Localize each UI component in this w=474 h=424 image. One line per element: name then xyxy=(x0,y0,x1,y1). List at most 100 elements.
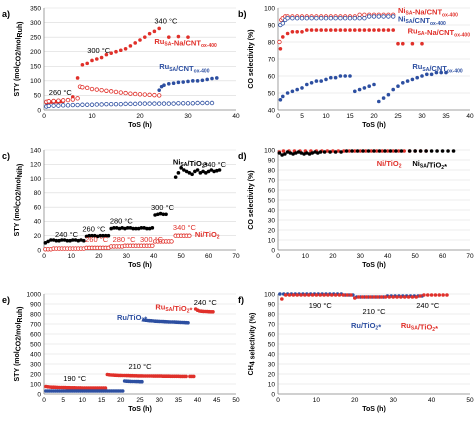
data-point xyxy=(95,234,100,239)
x-tick-label: 5 xyxy=(300,113,304,120)
data-point xyxy=(73,238,78,242)
x-tick-label: 20 xyxy=(370,113,378,120)
x-tick-label: 20 xyxy=(329,253,337,260)
data-point xyxy=(376,14,381,19)
data-point xyxy=(290,16,295,21)
data-point xyxy=(46,99,51,104)
data-point xyxy=(410,41,415,46)
series-label: NiSA/TiO2* xyxy=(412,159,447,171)
data-point xyxy=(139,226,144,230)
data-point xyxy=(425,293,430,297)
data-point xyxy=(184,169,189,174)
data-point xyxy=(108,89,114,94)
x-axis-label: ToS (h) xyxy=(362,122,386,129)
data-point xyxy=(114,226,119,230)
data-point xyxy=(152,101,157,106)
y-tick-label: 90 xyxy=(268,157,276,164)
x-tick-label: 35 xyxy=(175,397,183,404)
series-label: NiSA/CNTox-400 xyxy=(398,15,446,27)
data-point xyxy=(333,293,338,297)
data-point xyxy=(355,149,360,153)
data-point xyxy=(179,166,183,170)
y-tick-label: 100 xyxy=(264,147,275,154)
data-point xyxy=(324,77,328,82)
data-point xyxy=(125,226,130,230)
x-tick-label: 70 xyxy=(466,253,474,260)
data-point xyxy=(198,171,203,175)
data-point xyxy=(372,82,376,87)
data-point xyxy=(285,31,290,36)
data-point xyxy=(294,151,298,155)
data-point xyxy=(70,97,75,102)
y-axis-label: CO selectivity (%) xyxy=(248,29,255,88)
data-point xyxy=(49,238,53,242)
x-tick-label: 10 xyxy=(322,113,330,120)
panel-b: b) 40 50 60 70 80 90 100 0 5 10 15 20 25 30 35 40 ToS (h)… xyxy=(238,5,474,129)
data-point xyxy=(99,102,104,107)
y-tick-label: 600 xyxy=(30,331,41,338)
data-point xyxy=(361,149,365,153)
data-point xyxy=(68,238,72,243)
temperature-annotation: 340 °C xyxy=(173,223,197,232)
x-tick-label: 0 xyxy=(42,397,46,404)
x-tick-label: 10 xyxy=(68,253,76,260)
y-tick-label: 250 xyxy=(30,34,41,41)
temperature-annotation: 260 °C xyxy=(82,224,106,233)
data-point xyxy=(310,151,315,155)
y-tick-label: 70 xyxy=(268,56,276,63)
y-tick-label: 70 xyxy=(268,321,276,328)
y-tick-label: 200 xyxy=(30,49,41,56)
y-axis-label: STY (molCO2/molNih) xyxy=(14,164,24,237)
series-4 xyxy=(44,100,215,109)
data-point xyxy=(161,212,166,217)
x-tick-label: 0 xyxy=(276,253,280,260)
data-point xyxy=(394,149,398,153)
data-point xyxy=(429,72,434,77)
data-point xyxy=(305,151,309,155)
data-point xyxy=(369,149,374,153)
panel-c: c) 0 20 40 60 80 100 120 140 0 10 20 30 40 50 60 70 ToS (… xyxy=(2,147,240,269)
data-point xyxy=(90,58,94,63)
data-point xyxy=(410,295,415,299)
data-point xyxy=(128,44,133,48)
x-tick-label: 30 xyxy=(123,253,131,260)
data-point xyxy=(348,28,352,32)
data-point xyxy=(410,77,415,82)
data-point xyxy=(347,149,352,153)
data-point xyxy=(399,149,404,153)
data-point xyxy=(377,28,381,32)
y-tick-label: 80 xyxy=(268,311,276,318)
data-point xyxy=(401,41,405,46)
data-point xyxy=(142,226,146,230)
data-point xyxy=(280,297,284,301)
data-point xyxy=(215,168,219,173)
data-point xyxy=(204,100,210,106)
data-point xyxy=(313,150,317,154)
data-point xyxy=(364,295,369,299)
data-point xyxy=(381,14,386,19)
x-tick-label: 25 xyxy=(136,397,144,404)
x-tick-label: 0 xyxy=(276,113,280,120)
data-point xyxy=(120,226,124,230)
data-point xyxy=(345,293,349,297)
temperature-annotation: 280 °C xyxy=(110,217,134,226)
data-point xyxy=(212,169,216,174)
y-tick-label: 30 xyxy=(268,217,276,224)
data-point xyxy=(329,75,333,80)
data-point xyxy=(304,16,309,21)
data-point xyxy=(84,85,90,91)
data-point xyxy=(117,226,122,231)
data-point xyxy=(285,91,290,95)
data-point xyxy=(420,74,424,78)
data-point xyxy=(80,85,85,90)
data-point xyxy=(150,243,155,248)
data-point xyxy=(98,233,103,238)
y-tick-label: 400 xyxy=(30,351,41,358)
y-tick-label: 100 xyxy=(264,5,275,12)
data-point xyxy=(120,389,125,393)
data-point xyxy=(285,16,290,21)
y-tick-label: 120 xyxy=(30,162,41,169)
series-2 xyxy=(280,293,449,301)
x-tick-label: 30 xyxy=(184,113,192,120)
x-tick-label: 50 xyxy=(232,397,240,404)
